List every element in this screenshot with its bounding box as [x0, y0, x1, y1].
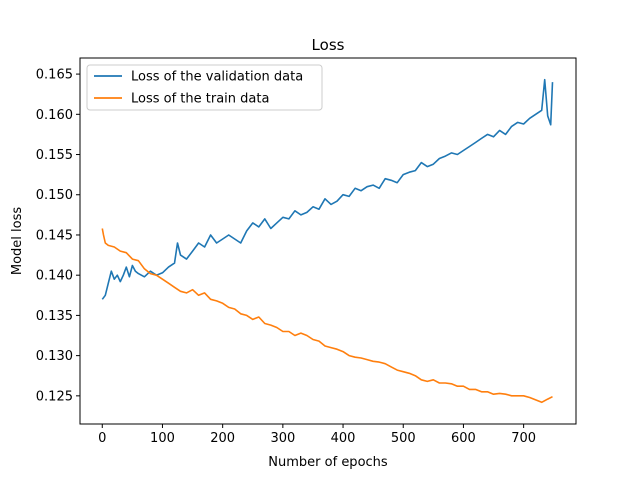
y-axis-label: Model loss: [10, 207, 25, 276]
y-tick-label: 0.130: [36, 349, 73, 364]
y-tick-label: 0.135: [36, 309, 73, 324]
legend-label: Loss of the validation data: [131, 70, 303, 85]
y-tick-label: 0.160: [36, 108, 73, 123]
x-tick-label: 400: [331, 431, 356, 446]
axis-ticks: 0 100 200 300 400 500 600 700 0.125 0.130 0.135 0.1…: [36, 68, 536, 446]
series-line-1: [101, 228, 553, 404]
y-tick-label: 0.125: [36, 389, 73, 404]
y-tick-label: 0.145: [36, 228, 73, 243]
x-tick-label: 100: [150, 431, 175, 446]
y-tick-label: 0.150: [36, 188, 73, 203]
x-tick-label: 600: [451, 431, 476, 446]
chart-title: Loss: [312, 36, 345, 54]
series-line-0: [101, 78, 554, 300]
series-layer: [101, 78, 554, 404]
legend-box: [86, 64, 323, 111]
axes-frame: [79, 57, 577, 425]
x-tick-label: 0: [98, 431, 106, 446]
x-tick-label: 700: [511, 431, 536, 446]
x-tick-label: 300: [270, 431, 295, 446]
y-tick-label: 0.165: [36, 68, 73, 83]
x-tick-label: 200: [210, 431, 235, 446]
x-axis-label: Number of epochs: [268, 455, 388, 470]
legend: Loss of the validation data Loss of the t…: [86, 64, 323, 111]
y-tick-label: 0.155: [36, 148, 73, 163]
x-tick-label: 500: [391, 431, 416, 446]
y-tick-label: 0.140: [36, 269, 73, 284]
legend-label: Loss of the train data: [131, 92, 269, 107]
